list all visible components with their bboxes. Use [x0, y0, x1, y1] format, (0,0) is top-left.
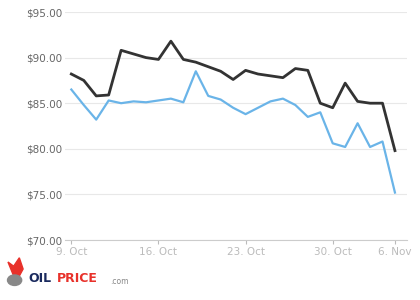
Text: OIL: OIL [29, 272, 52, 285]
Text: .com: .com [110, 277, 129, 286]
Ellipse shape [8, 275, 22, 286]
Polygon shape [8, 258, 23, 276]
Text: PRICE: PRICE [57, 272, 98, 285]
